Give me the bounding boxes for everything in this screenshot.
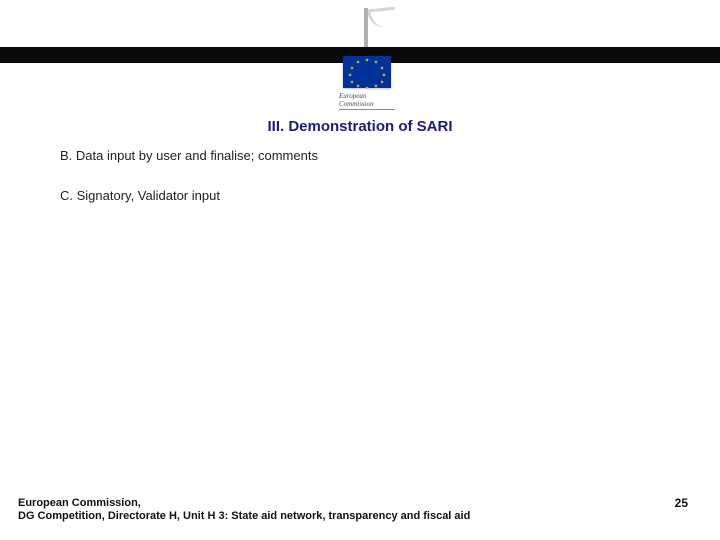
logo-caption-line2: Commission <box>339 100 374 108</box>
logo-caption-line1: European <box>339 92 366 100</box>
footer-line2: DG Competition, Directorate H, Unit H 3:… <box>18 510 470 522</box>
slide-title: III. Demonstration of SARI <box>0 118 720 135</box>
eu-flag <box>343 56 391 88</box>
eu-stars <box>343 56 391 88</box>
bullet-b: B. Data input by user and finalise; comm… <box>60 148 318 163</box>
logo-arc <box>367 7 397 30</box>
footer: European Commission, DG Competition, Dir… <box>18 497 618 525</box>
footer-line1: European Commission, <box>18 497 141 509</box>
logo-caption: European Commission <box>339 92 395 110</box>
slide: European Commission III. Demonstration o… <box>0 0 720 540</box>
page-number: 25 <box>675 496 688 510</box>
bullet-c: C. Signatory, Validator input <box>60 188 220 203</box>
